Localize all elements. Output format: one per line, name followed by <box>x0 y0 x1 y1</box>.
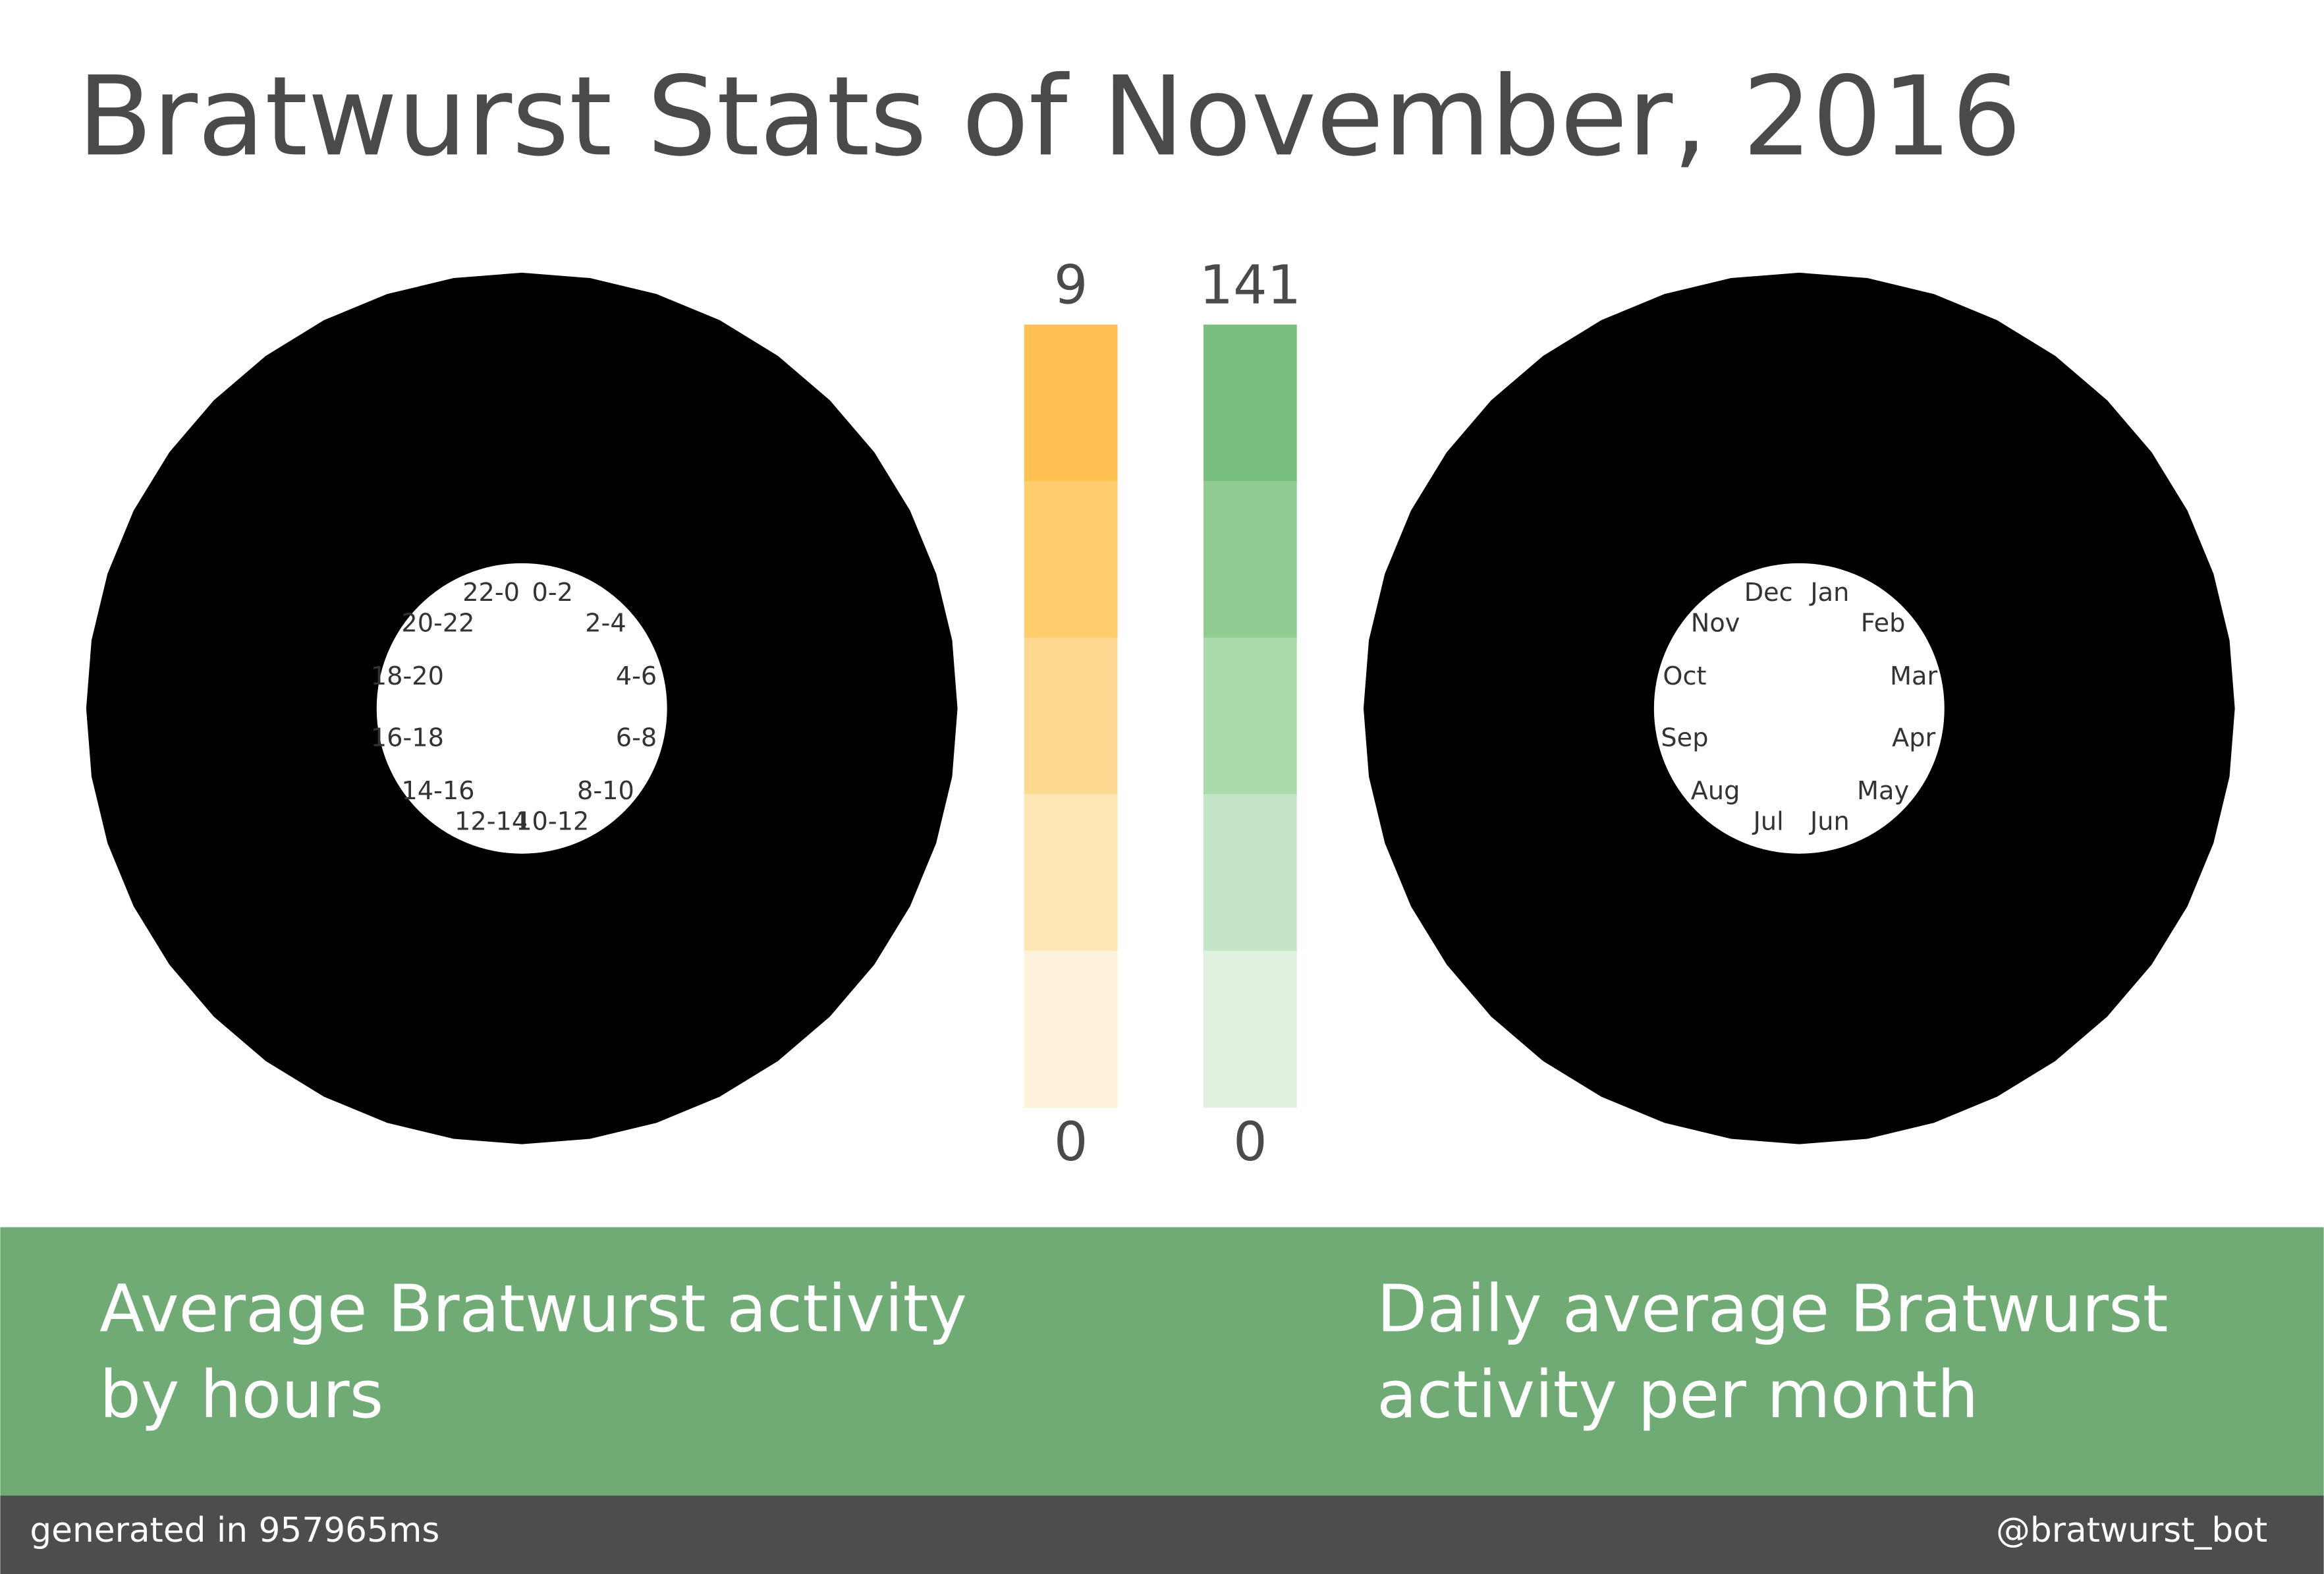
segment-label: 14-16 <box>401 777 474 806</box>
legend-max: 141 <box>1200 255 1302 317</box>
segment-label: 6-8 <box>616 723 657 752</box>
legend-swatch <box>1024 637 1118 795</box>
legend-max: 9 <box>1054 255 1088 317</box>
segment-label: Jun <box>1809 808 1850 837</box>
legend-swatch <box>1024 481 1118 638</box>
segment-label: 12-14 <box>455 808 528 837</box>
segment-label: Jan <box>1809 578 1849 607</box>
caption-line: Average Bratwurst activity <box>99 1271 967 1347</box>
segment-label: 16-18 <box>371 723 444 752</box>
segment-label: 18-20 <box>371 662 444 691</box>
segment-label: Jul <box>1752 808 1784 837</box>
legend-swatch <box>1024 794 1118 951</box>
footer-left: generated in 957965ms <box>30 1511 439 1550</box>
footer-bar <box>0 1495 2324 1574</box>
segment-label: May <box>1857 777 1909 806</box>
segment-label: Apr <box>1892 723 1935 752</box>
legend-swatch <box>1203 637 1297 795</box>
footer-right: @bratwurst_bot <box>1996 1511 2267 1550</box>
legend-min: 0 <box>1233 1111 1267 1173</box>
segment-label: 22-0 <box>462 578 520 607</box>
legend-swatch <box>1203 950 1297 1108</box>
legend-swatch <box>1203 794 1297 951</box>
segment-label: Oct <box>1663 662 1706 691</box>
segment-label: 10-12 <box>516 808 589 837</box>
segment-label: Sep <box>1661 723 1708 752</box>
inner-circle <box>1653 563 1945 854</box>
legend-swatch <box>1024 950 1118 1108</box>
caption-band <box>0 1227 2324 1496</box>
legend-min: 0 <box>1054 1111 1088 1173</box>
segment-label: 4-6 <box>616 662 657 691</box>
segment-label: 2-4 <box>585 609 626 638</box>
segment-label: 0-2 <box>532 578 573 607</box>
segment-label: 20-22 <box>401 609 474 638</box>
caption-line: activity per month <box>1377 1357 1978 1433</box>
segment-label: Dec <box>1744 578 1793 607</box>
inner-circle <box>376 563 667 854</box>
legend-swatch <box>1203 324 1297 482</box>
legend-swatch <box>1024 324 1118 482</box>
segment-label: 8-10 <box>577 777 634 806</box>
segment-label: Nov <box>1691 609 1740 638</box>
legend-swatch <box>1203 481 1297 638</box>
title: Bratwurst Stats of November, 2016 <box>77 53 2021 181</box>
segment-label: Feb <box>1861 609 1906 638</box>
caption-line: Daily average Bratwurst <box>1377 1271 2168 1347</box>
caption-line: by hours <box>99 1357 383 1433</box>
segment-label: Mar <box>1890 662 1937 691</box>
segment-label: Aug <box>1691 777 1740 806</box>
